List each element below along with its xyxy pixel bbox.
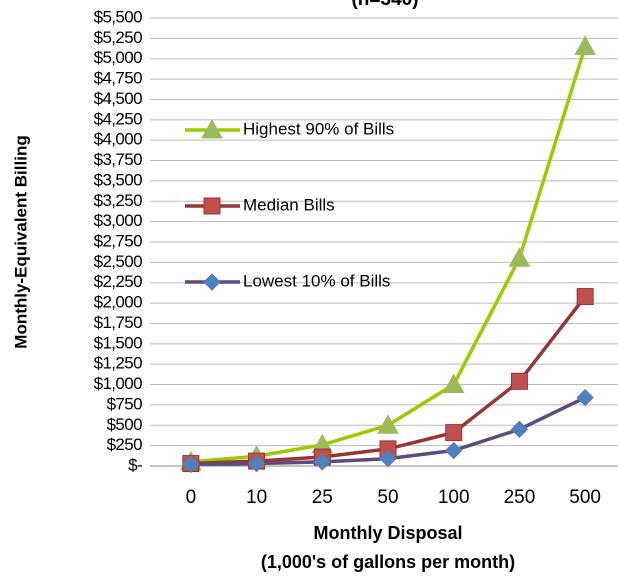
y-tick-label: $3,750 (94, 150, 143, 169)
marker (313, 453, 331, 471)
y-tick-label: $3,000 (94, 211, 143, 230)
marker (576, 388, 594, 407)
y-tick-label: $1,000 (94, 374, 143, 393)
marker (442, 373, 465, 394)
x-tick-label: 100 (438, 487, 470, 508)
x-axis-label: Monthly Disposal (313, 523, 462, 543)
legend-label: Lowest 10% of Bills (243, 271, 390, 290)
marker (574, 35, 596, 56)
marker (247, 454, 266, 473)
x-tick-label: 250 (504, 487, 536, 508)
x-tick-label: 25 (312, 487, 333, 508)
y-tick-label: $500 (107, 415, 143, 434)
x-tick-label: 50 (377, 487, 398, 508)
legend-label: Highest 90% of Bills (243, 119, 394, 138)
y-tick-label: $4,500 (94, 89, 143, 108)
marker (445, 424, 463, 442)
y-tick-label: $4,000 (94, 130, 143, 149)
marker (203, 273, 221, 291)
marker (379, 449, 397, 468)
y-tick-label: $2,500 (94, 252, 143, 271)
y-tick-label: $5,250 (94, 28, 143, 47)
marker (377, 414, 399, 434)
chart-title: (n=340) (351, 0, 418, 10)
y-tick-label: $1,250 (94, 354, 143, 373)
x-tick-label: 0 (186, 487, 197, 508)
y-tick-label: $1,750 (94, 313, 143, 332)
marker (510, 372, 528, 390)
y-tick-label: $750 (107, 394, 143, 413)
y-tick-label: $4,750 (94, 69, 143, 88)
legend-label: Median Bills (243, 195, 335, 214)
series-line (190, 45, 587, 464)
marker (510, 420, 529, 439)
marker (576, 288, 594, 306)
y-tick-label: $2,250 (94, 272, 143, 291)
y-tick-label: $5,000 (94, 48, 143, 67)
x-axis-label: (1,000's of gallons per month) (261, 552, 515, 572)
y-tick-label: $1,500 (94, 333, 143, 352)
y-tick-label: $2,000 (94, 293, 143, 312)
y-axis-label: Monthly-Equivalent Billing (11, 135, 30, 348)
x-tick-label: 10 (246, 487, 267, 508)
y-tick-label: $- (128, 455, 142, 474)
marker (182, 455, 200, 474)
y-tick-label: $3,250 (94, 191, 143, 210)
x-tick-label: 500 (569, 487, 601, 508)
marker (201, 118, 223, 139)
y-tick-label: $4,250 (94, 109, 143, 128)
y-tick-label: $2,750 (94, 231, 143, 250)
marker (508, 247, 531, 267)
y-tick-label: $5,500 (94, 7, 143, 26)
marker (445, 441, 463, 460)
y-tick-label: $250 (107, 435, 143, 454)
marker (203, 197, 221, 215)
y-tick-label: $3,500 (94, 170, 143, 189)
